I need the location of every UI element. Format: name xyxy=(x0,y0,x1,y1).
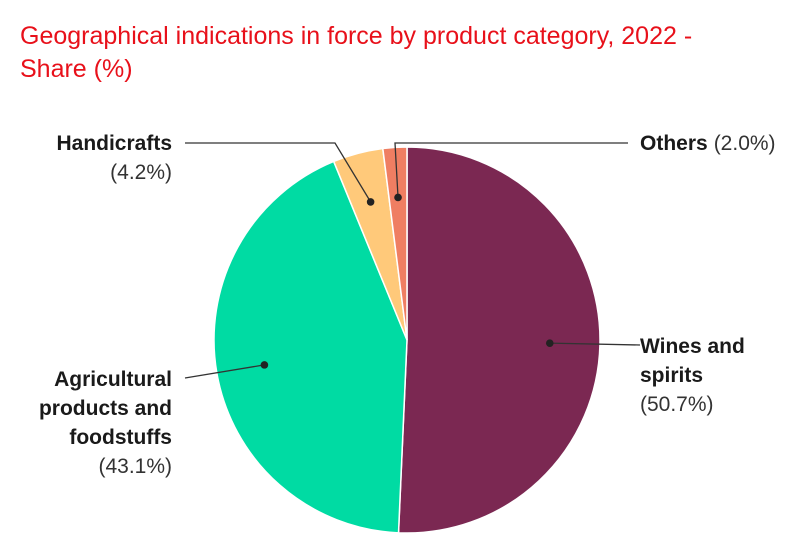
slice-label-0: Wines and spirits (50.7%) xyxy=(640,335,745,416)
chart-title-line-1: Geographical indications in force by pro… xyxy=(20,22,693,50)
slice-label-3: Others (2.0%) xyxy=(640,132,776,155)
pie-slice-0 xyxy=(397,146,601,534)
leader-line-1 xyxy=(184,364,265,379)
leader-line-0 xyxy=(549,342,641,346)
slice-label-1: Agricultural products and foodstuffs (43.1%… xyxy=(39,368,172,478)
leader-dot-2 xyxy=(366,198,375,206)
leader-line-3 xyxy=(394,142,628,198)
chart-title: Geographical indications in force by pro… xyxy=(20,20,800,86)
leader-line-2 xyxy=(185,142,372,203)
chart-title-line-2: Share (%) xyxy=(20,55,133,83)
slice-label-2: Handicrafts (4.2%) xyxy=(56,132,172,184)
leader-dot-0 xyxy=(545,339,554,347)
leader-dot-1 xyxy=(260,361,269,369)
leader-dot-3 xyxy=(394,193,402,202)
